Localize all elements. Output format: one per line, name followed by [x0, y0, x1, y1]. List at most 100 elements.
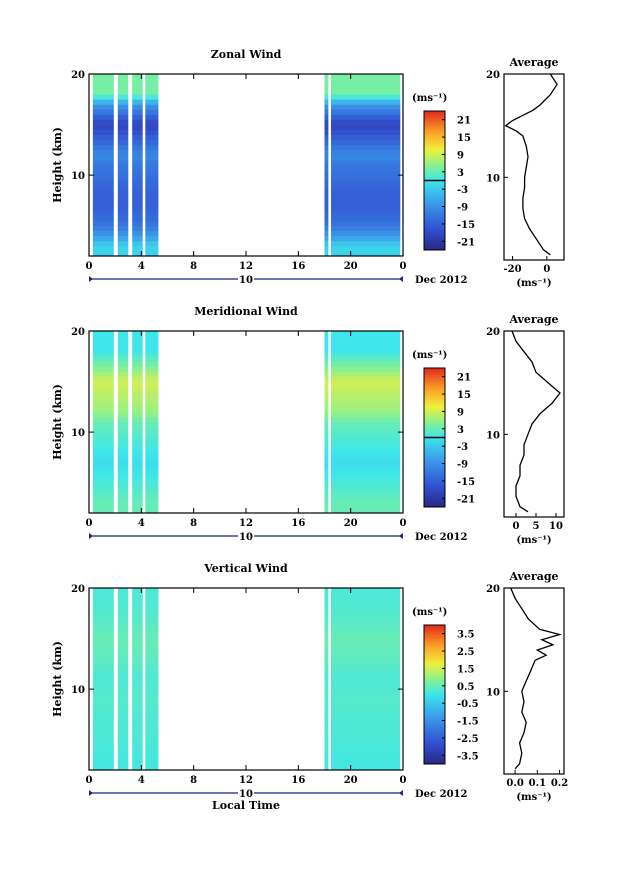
heatmap-cell [145, 724, 159, 730]
heatmap-cell [132, 381, 143, 387]
colorbar-swatch [424, 120, 445, 124]
heatmap-cell [92, 185, 114, 191]
heatmap-cell [324, 663, 329, 670]
colorbar-swatch [424, 456, 445, 459]
heatmap-cell [324, 673, 329, 680]
heatmap-cell [145, 472, 159, 478]
heatmap-cell [92, 694, 114, 700]
colorbar-tick-label: -3 [457, 442, 468, 453]
heatmap-cell [92, 245, 114, 252]
profile-x-tick-label: 0.2 [551, 778, 568, 789]
heatmap-cell [145, 240, 159, 247]
panel-title: Meridional Wind [194, 305, 298, 318]
heatmap-cell [145, 603, 159, 609]
heatmap-cell [331, 638, 401, 644]
colorbar-swatch [424, 458, 445, 462]
heatmap-cell [117, 154, 129, 161]
colorbar-swatch [424, 625, 445, 628]
colorbar-swatch [424, 671, 445, 675]
colorbar-swatch [424, 462, 445, 466]
colorbar-swatch [424, 715, 445, 719]
heatmap-cell [92, 729, 114, 735]
heatmap-cell [132, 406, 143, 413]
heatmap-cell [324, 633, 329, 639]
heatmap-cell [324, 175, 329, 181]
heatmap-cell [92, 225, 114, 232]
heatmap-cell [145, 452, 159, 458]
colorbar-unit: (ms⁻¹) [412, 93, 447, 104]
heatmap-cell [145, 346, 159, 352]
heatmap-cell [145, 477, 159, 483]
heatmap-cell [331, 416, 401, 423]
heatmap-cell [92, 144, 114, 151]
colorbar-swatch [424, 421, 445, 425]
heatmap-cell [92, 633, 114, 639]
heatmap-cell [145, 427, 159, 433]
heatmap-cell [145, 356, 159, 362]
heatmap-cell [331, 633, 401, 639]
colorbar-swatch [424, 495, 445, 499]
heatmap-cell [331, 376, 401, 382]
heatmap-cell [145, 129, 159, 135]
colorbar-tick-label: 9 [457, 150, 464, 161]
colorbar-swatch [424, 682, 445, 686]
heatmap-cell [331, 432, 401, 438]
heatmap-cell [324, 139, 329, 146]
heatmap-cell [132, 739, 143, 746]
heatmap-cell [117, 724, 129, 730]
heatmap-cell [117, 422, 129, 428]
x-tick-label: 20 [344, 261, 358, 272]
heatmap-cell [331, 190, 401, 196]
date-month-label: Dec 2012 [415, 789, 467, 800]
heatmap-cell [324, 346, 329, 352]
heatmap-cell [92, 492, 114, 499]
date-month-label: Dec 2012 [415, 532, 467, 543]
heatmap-cell [132, 79, 143, 85]
heatmap-cell [132, 159, 143, 166]
heatmap-cell [145, 210, 159, 216]
x-tick-label: 16 [291, 775, 305, 786]
heatmap-cell [92, 638, 114, 644]
profile-x-axis-label: (ms⁻¹) [516, 792, 551, 803]
heatmap-cell [92, 744, 114, 751]
heatmap-cell [132, 704, 143, 710]
colorbar-swatch [424, 722, 445, 726]
heatmap-cell [324, 462, 329, 468]
heatmap-cell [324, 714, 329, 720]
y-tick-label: 10 [71, 685, 85, 696]
heatmap-cell [324, 235, 329, 242]
heatmap-cell [92, 250, 114, 257]
heatmap-cell [132, 502, 143, 509]
colorbar-swatch [424, 733, 445, 737]
heatmap-cell [92, 210, 114, 216]
heatmap-cell [331, 658, 401, 665]
heatmap-cell [331, 200, 401, 206]
heatmap-cell [132, 497, 143, 504]
colorbar-swatch [424, 192, 445, 195]
profile-x-axis-label: (ms⁻¹) [516, 535, 551, 546]
heatmap-cell [117, 668, 129, 675]
date-axis-arrow-left [89, 790, 93, 796]
heatmap-cell [92, 416, 114, 423]
x-tick-label: 0 [400, 261, 407, 272]
heatmap-cell [324, 739, 329, 746]
heatmap-cell [132, 694, 143, 700]
heatmap-cell [145, 235, 159, 242]
heatmap-cell [117, 467, 129, 473]
heatmap-cell [324, 154, 329, 161]
average-profile: Average -20 0 10 20 (ms⁻¹) [486, 56, 565, 289]
heatmap-cell [145, 134, 159, 141]
heatmap-cell [132, 447, 143, 453]
heatmap-cell [117, 74, 129, 80]
colorbar-swatch [424, 231, 445, 235]
panel-title: Zonal Wind [211, 48, 282, 61]
colorbar-swatch [424, 703, 445, 707]
colorbar-swatch [424, 113, 445, 117]
heatmap-cell [92, 689, 114, 695]
heatmap-cell [117, 416, 129, 423]
heatmap-cell [117, 663, 129, 670]
colorbar-swatch [424, 122, 445, 126]
heatmap-cell [331, 109, 401, 115]
heatmap-cell [92, 452, 114, 458]
heatmap-cell [117, 119, 129, 125]
